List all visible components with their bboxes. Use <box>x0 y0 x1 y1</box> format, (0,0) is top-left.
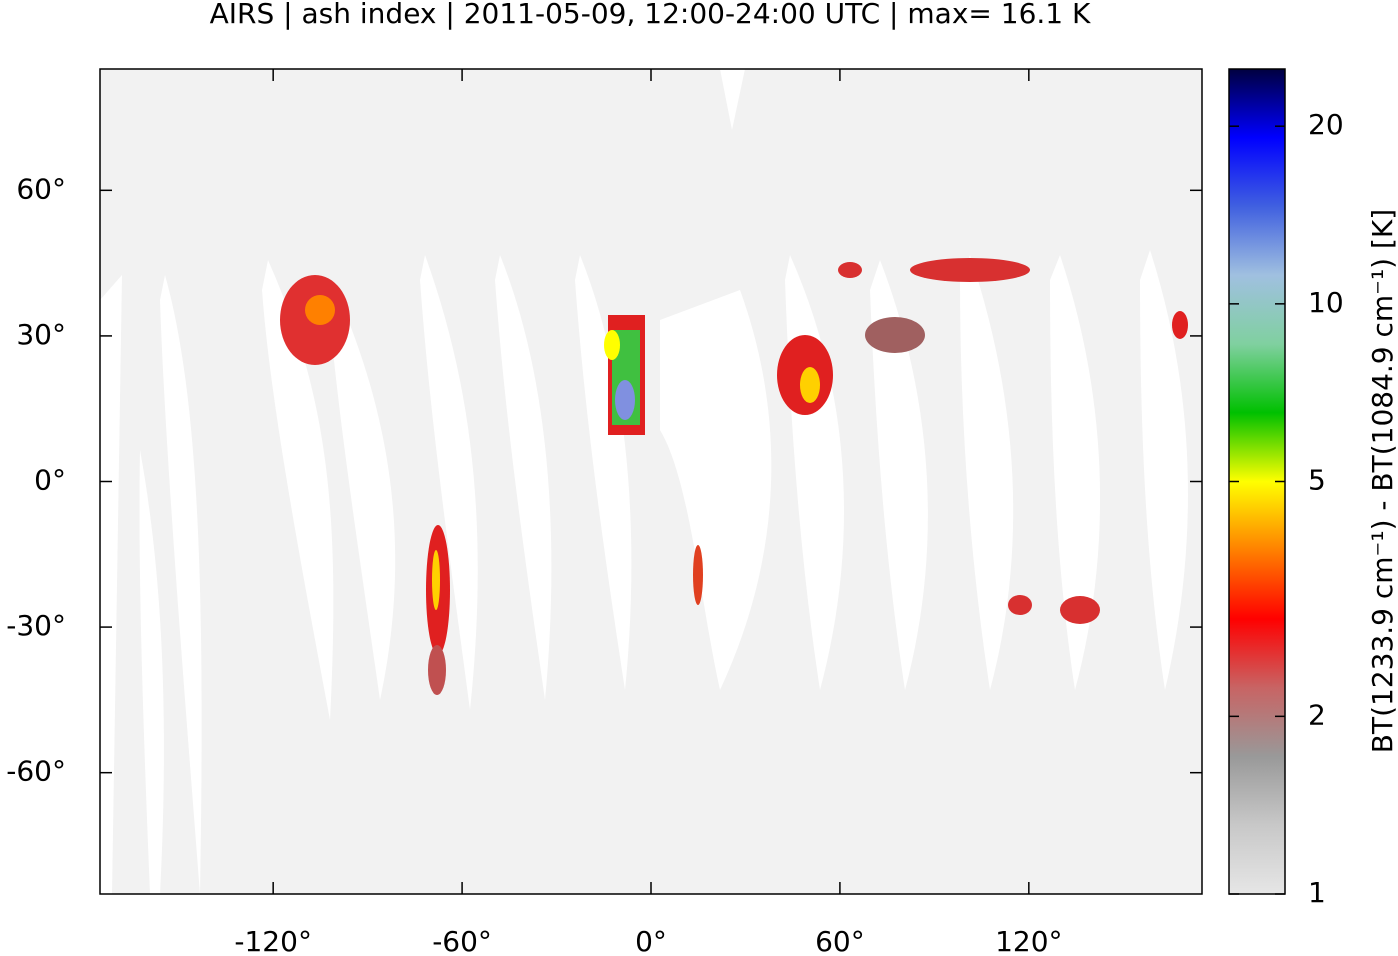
gap <box>420 255 478 710</box>
gap <box>330 300 396 700</box>
x-tick-label: -120° <box>234 925 312 956</box>
gap <box>262 260 334 720</box>
ash-patch <box>800 367 820 403</box>
gap <box>660 290 772 690</box>
gap <box>960 255 1014 690</box>
gap <box>1140 250 1188 690</box>
colorbar-tick-label: 2 <box>1308 698 1326 731</box>
ash-patch <box>432 550 440 610</box>
x-tick-label: 0° <box>635 925 667 956</box>
gap <box>139 450 164 894</box>
colorbar-tick-label: 5 <box>1308 464 1326 497</box>
colorbar-tick-label: 20 <box>1308 108 1344 141</box>
ash-patch <box>693 545 703 605</box>
ash-patch <box>615 380 635 420</box>
gap <box>160 275 202 894</box>
x-tick-label: 120° <box>995 925 1062 956</box>
gap <box>575 255 632 690</box>
y-tick-label: -60° <box>6 755 66 788</box>
ash-patch <box>865 317 925 353</box>
y-tick-label: 60° <box>16 172 66 205</box>
colorbar-tick-label: 1 <box>1308 876 1326 909</box>
gap <box>495 255 552 700</box>
colorbar-tick-label: 10 <box>1308 286 1344 319</box>
gap <box>1050 255 1101 690</box>
x-tick-label: -60° <box>432 925 492 956</box>
gap <box>100 275 122 894</box>
ash-patch <box>604 330 620 360</box>
map-background <box>100 69 1202 894</box>
colorbar-label: BT(1233.9 cm⁻¹) - BT(1084.9 cm⁻¹) [K] <box>1366 209 1398 753</box>
ash-patch <box>910 258 1030 282</box>
chart-title: AIRS | ash index | 2011-05-09, 12:00-24:… <box>210 0 1091 30</box>
ash-patch <box>1008 595 1032 615</box>
ash-patch <box>305 295 335 325</box>
map <box>100 69 1202 894</box>
ash-patch <box>838 262 862 278</box>
x-tick-label: 60° <box>815 925 865 956</box>
y-tick-label: -30° <box>6 609 66 642</box>
ash-patch <box>428 645 446 695</box>
y-tick-label: 30° <box>16 318 66 351</box>
gap <box>720 69 745 130</box>
gap <box>870 260 928 690</box>
ash-patch <box>1172 311 1188 339</box>
ash-patches <box>280 258 1188 695</box>
ash-patch <box>1060 596 1100 624</box>
y-tick-label: 0° <box>34 464 66 497</box>
